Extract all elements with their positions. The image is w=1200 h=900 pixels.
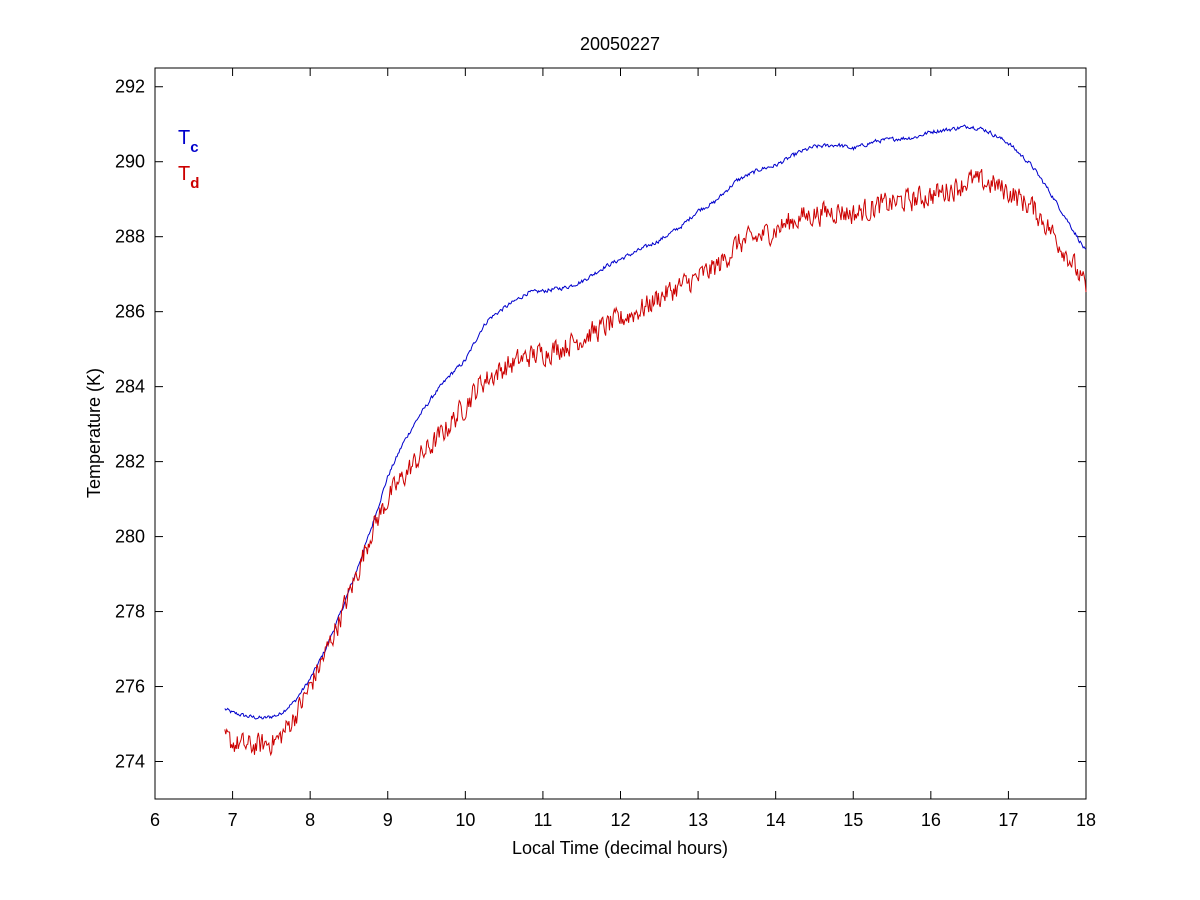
y-tick-label: 276 bbox=[115, 677, 145, 697]
x-tick-label: 15 bbox=[843, 810, 863, 830]
y-tick-label: 278 bbox=[115, 602, 145, 622]
y-tick-label: 282 bbox=[115, 452, 145, 472]
series-layer bbox=[224, 124, 1087, 757]
series-line-tc bbox=[224, 124, 1087, 720]
plot-area bbox=[154, 67, 1087, 800]
x-tick-label: 6 bbox=[150, 810, 160, 830]
y-tick-label: 286 bbox=[115, 302, 145, 322]
x-tick-label: 12 bbox=[610, 810, 630, 830]
x-tick-label: 10 bbox=[455, 810, 475, 830]
y-axis-label: Temperature (K) bbox=[84, 368, 104, 498]
legend-td-name: T bbox=[178, 163, 190, 185]
y-axis: 274 276 278 280 282 284 286 288 290 292 bbox=[115, 77, 1086, 772]
y-tick-label: 288 bbox=[115, 227, 145, 247]
legend-tc-subscript: c bbox=[190, 139, 198, 156]
legend-entry-tc: Tc bbox=[178, 127, 199, 156]
y-tick-label: 290 bbox=[115, 152, 145, 172]
x-axis-label: Local Time (decimal hours) bbox=[512, 838, 728, 858]
legend-entry-td: Td bbox=[178, 163, 199, 192]
x-tick-label: 9 bbox=[383, 810, 393, 830]
x-tick-label: 7 bbox=[228, 810, 238, 830]
x-tick-label: 13 bbox=[688, 810, 708, 830]
y-tick-label: 280 bbox=[115, 527, 145, 547]
y-tick-label: 292 bbox=[115, 77, 145, 97]
series-line-td bbox=[224, 168, 1087, 757]
x-axis: 6 7 8 9 10 11 12 13 14 15 16 17 18 bbox=[150, 68, 1096, 830]
y-tick-label: 284 bbox=[115, 377, 145, 397]
x-tick-label: 16 bbox=[921, 810, 941, 830]
x-tick-label: 8 bbox=[305, 810, 315, 830]
legend: Tc Td bbox=[178, 127, 199, 192]
legend-tc-name: T bbox=[178, 127, 190, 149]
x-tick-label: 14 bbox=[766, 810, 786, 830]
x-tick-label: 17 bbox=[998, 810, 1018, 830]
x-tick-label: 18 bbox=[1076, 810, 1096, 830]
y-tick-label: 274 bbox=[115, 752, 145, 772]
legend-td-subscript: d bbox=[190, 175, 199, 192]
x-tick-label: 11 bbox=[534, 810, 553, 830]
chart-title: 20050227 bbox=[580, 34, 660, 54]
